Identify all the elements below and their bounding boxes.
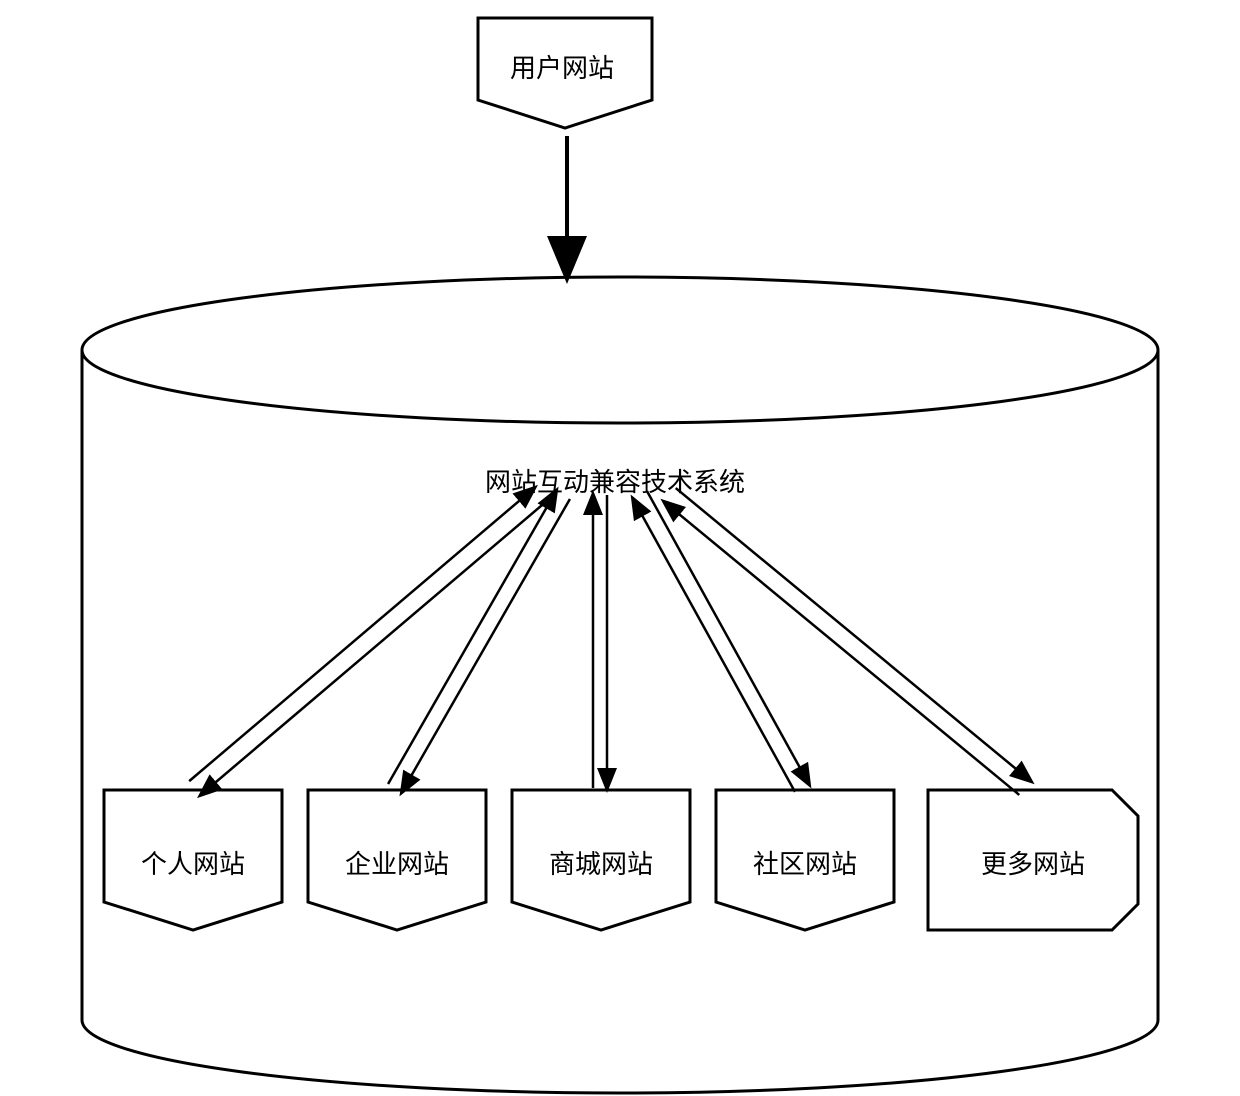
child-label-0: 个人网站 — [141, 844, 245, 881]
system-label: 网站互动兼容技术系统 — [485, 462, 745, 499]
connector-up-0 — [189, 488, 534, 781]
diagram-svg — [0, 0, 1240, 1096]
connector-down-0 — [201, 502, 546, 795]
connector-down-4 — [676, 488, 1031, 781]
cylinder-top — [82, 277, 1158, 423]
child-label-2: 商城网站 — [549, 844, 653, 881]
cylinder-bottom — [82, 1020, 1158, 1093]
child-label-3: 社区网站 — [753, 844, 857, 881]
child-label-4: 更多网站 — [981, 844, 1085, 881]
child-label-1: 企业网站 — [345, 844, 449, 881]
connector-down-1 — [402, 499, 570, 792]
top-node-label: 用户网站 — [510, 48, 614, 85]
connector-up-4 — [664, 502, 1019, 795]
diagram-root: 用户网站网站互动兼容技术系统个人网站 企业网站 商城网站 社区网站 更多网站 — [0, 0, 1240, 1096]
connector-down-3 — [647, 491, 809, 784]
connector-up-1 — [388, 491, 556, 784]
